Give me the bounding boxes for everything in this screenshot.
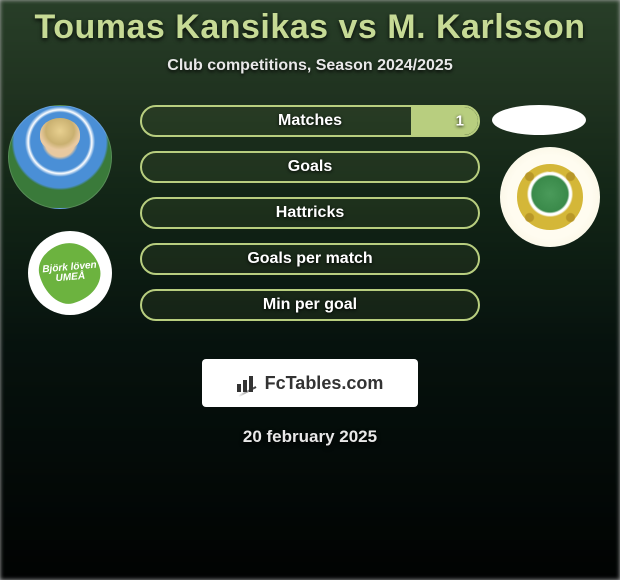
- stat-label: Matches: [278, 112, 342, 130]
- club-left-label: Björk löven UMEÅ: [39, 260, 101, 285]
- wreath-crest-icon: [511, 158, 589, 236]
- club-left-crest: Björk löven UMEÅ: [28, 231, 112, 315]
- chart-icon: [237, 374, 259, 392]
- stat-fill-right: [411, 107, 478, 135]
- stat-label: Goals: [288, 158, 332, 176]
- stat-row: Matches 1: [140, 105, 480, 137]
- stat-row: Hattricks: [140, 197, 480, 229]
- stat-label: Goals per match: [247, 250, 372, 268]
- club-right-crest: [500, 147, 600, 247]
- stat-label: Min per goal: [263, 296, 357, 314]
- leaf-icon: Björk löven UMEÅ: [33, 236, 106, 309]
- stat-value-right: 1: [456, 113, 464, 130]
- stat-row: Goals: [140, 151, 480, 183]
- date-label: 20 february 2025: [0, 427, 620, 447]
- subtitle: Club competitions, Season 2024/2025: [0, 57, 620, 75]
- stat-row: Goals per match: [140, 243, 480, 275]
- branding-badge: FcTables.com: [202, 359, 418, 407]
- player-left-avatar: [8, 105, 112, 209]
- page-title: Toumas Kansikas vs M. Karlsson: [0, 8, 620, 47]
- player-right-avatar: [492, 105, 586, 135]
- comparison-area: Björk löven UMEÅ Matches 1 Goals Hattricks G…: [0, 105, 620, 345]
- brand-text: FcTables.com: [265, 373, 384, 394]
- stat-row: Min per goal: [140, 289, 480, 321]
- stat-rows-container: Matches 1 Goals Hattricks Goals per match Min…: [140, 105, 480, 335]
- stat-label: Hattricks: [276, 204, 344, 222]
- content-wrapper: Toumas Kansikas vs M. Karlsson Club comp…: [0, 0, 620, 580]
